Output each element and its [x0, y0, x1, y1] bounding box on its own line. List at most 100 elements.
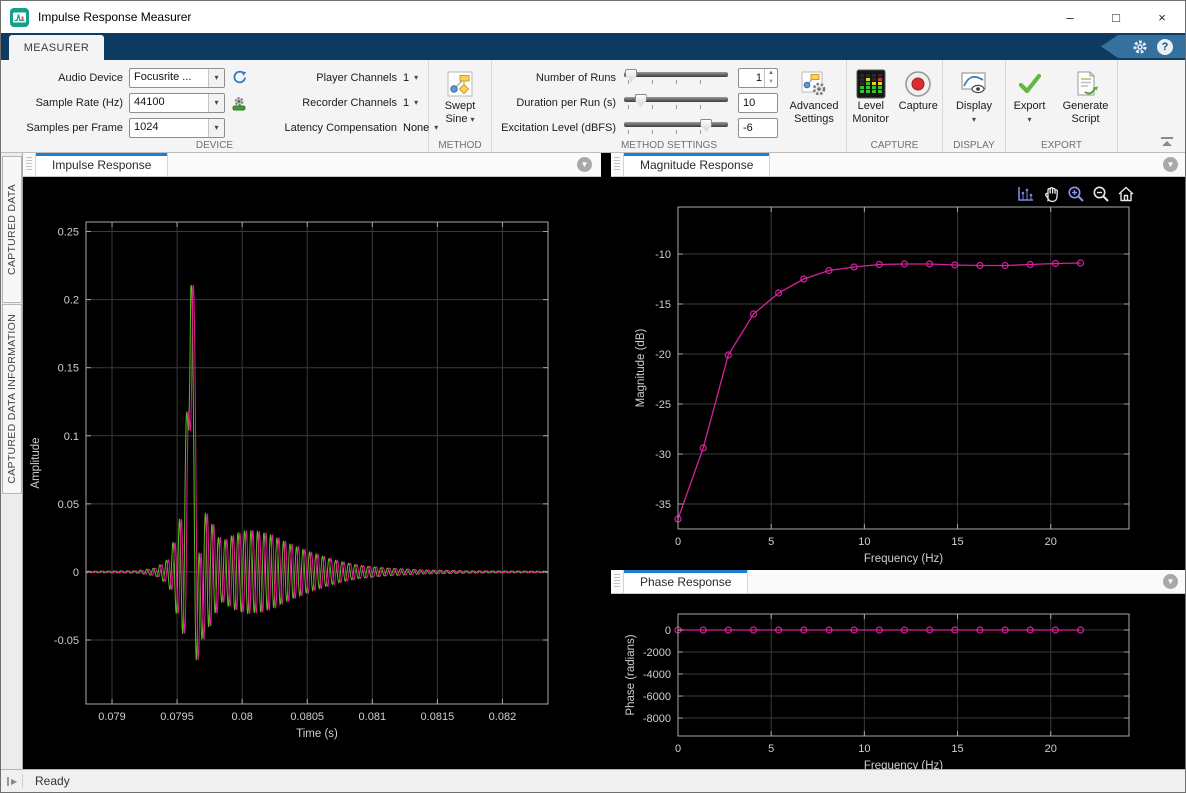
panel-collapse-icon[interactable]: ▼ — [1163, 157, 1178, 172]
panel-collapse-icon[interactable]: ▼ — [1163, 574, 1178, 589]
device-settings-gear-icon[interactable] — [227, 94, 251, 112]
advanced-settings-button[interactable]: Advanced Settings — [782, 65, 846, 152]
chevron-down-icon: ▾ — [434, 123, 439, 132]
ribbon-tab-bar: MEASURER ? — [1, 33, 1185, 60]
svg-text:20: 20 — [1045, 743, 1057, 755]
sample-rate-dropdown[interactable]: 44100 ▾ — [129, 92, 225, 113]
script-document-icon — [1072, 68, 1100, 100]
generate-script-button[interactable]: Generate Script — [1056, 65, 1116, 152]
svg-text:0.25: 0.25 — [58, 227, 79, 239]
spinner-up-icon[interactable]: ▲ — [768, 70, 774, 76]
excitation-level-field[interactable]: -6 — [738, 117, 778, 138]
svg-text:0.079: 0.079 — [98, 711, 126, 723]
number-of-runs-spinner[interactable]: 1 ▲ ▼ — [738, 67, 778, 88]
section-device: Audio Device Focusrite ... ▾ Player Chan… — [1, 60, 438, 152]
number-of-runs-label: Number of Runs — [535, 71, 616, 84]
sample-rate-label: Sample Rate (Hz) — [35, 96, 123, 109]
svg-text:-4000: -4000 — [643, 669, 671, 681]
duration-per-run-label: Duration per Run (s) — [516, 96, 616, 109]
main-area: CAPTURED DATA CAPTURED DATA INFORMATION … — [1, 153, 1186, 772]
section-method: Swept Sine ▾ METHOD — [429, 60, 492, 152]
number-of-runs-slider[interactable] — [624, 68, 728, 87]
tab-measurer[interactable]: MEASURER — [9, 35, 104, 60]
refresh-devices-icon[interactable] — [227, 69, 251, 86]
impulse-response-panel: Impulse Response ▼ 0.079 0.0795 0.08 0.0805… — [23, 153, 601, 771]
capture-button[interactable]: Capture — [895, 65, 943, 152]
section-export: Export ▾ Generate Script EXPORT — [1006, 60, 1118, 152]
display-button[interactable]: Display ▾ — [948, 65, 1000, 152]
svg-text:-35: -35 — [655, 499, 671, 511]
magnitude-panel-header: Magnitude Response ▼ — [611, 153, 1185, 177]
svg-text:10: 10 — [858, 536, 870, 548]
tab-phase-response[interactable]: Phase Response — [623, 570, 749, 593]
settings-gear-icon[interactable] — [1131, 38, 1149, 56]
svg-text:0: 0 — [665, 625, 671, 637]
tab-magnitude-response[interactable]: Magnitude Response — [623, 153, 771, 176]
panel-collapse-icon[interactable]: ▼ — [577, 157, 592, 172]
drag-handle-icon[interactable] — [25, 157, 33, 172]
impulse-response-chart[interactable]: 0.079 0.0795 0.08 0.0805 0.081 0.0815 0.082 -0.… — [23, 177, 601, 771]
svg-text:0.2: 0.2 — [64, 295, 79, 307]
ribbon-collapse-icon[interactable] — [1161, 137, 1173, 147]
phase-response-plot-area: 0 5 10 15 20 -8000 -6000 -4000 -2000 0 Frequency (… — [611, 594, 1186, 772]
sidebar-tab-captured-data[interactable]: CAPTURED DATA — [2, 156, 22, 303]
tab-impulse-response[interactable]: Impulse Response — [35, 153, 169, 176]
svg-text:-20: -20 — [655, 349, 671, 361]
svg-text:-8000: -8000 — [643, 713, 671, 725]
drag-handle-icon[interactable] — [613, 157, 621, 172]
impulse-panel-header: Impulse Response ▼ — [23, 153, 601, 177]
close-button[interactable]: × — [1158, 9, 1166, 25]
section-label-capture: CAPTURE — [870, 140, 919, 151]
svg-text:Amplitude: Amplitude — [30, 437, 42, 488]
svg-text:5: 5 — [768, 743, 774, 755]
level-monitor-button[interactable]: Level Monitor — [847, 65, 895, 152]
latency-compensation-dropdown[interactable]: None ▾ — [403, 121, 439, 134]
maximize-button[interactable]: □ — [1112, 9, 1120, 25]
chevron-down-icon: ▾ — [1027, 115, 1032, 124]
samples-per-frame-label: Samples per Frame — [26, 121, 123, 134]
player-channels-dropdown[interactable]: 1 ▾ — [403, 71, 419, 84]
samples-per-frame-dropdown[interactable]: 1024 ▾ — [129, 117, 225, 138]
audio-device-label: Audio Device — [58, 71, 123, 84]
pan-hand-icon[interactable] — [1042, 185, 1060, 203]
level-monitor-icon — [856, 68, 886, 100]
status-expand-icon[interactable]: ▶ — [7, 774, 23, 788]
status-text: Ready — [35, 774, 70, 788]
svg-text:Magnitude (dB): Magnitude (dB) — [635, 329, 647, 408]
help-icon[interactable]: ? — [1157, 38, 1173, 55]
zoom-out-icon[interactable] — [1092, 185, 1110, 203]
chevron-down-icon: ▾ — [208, 118, 224, 137]
phase-panel-header: Phase Response ▼ — [611, 570, 1185, 594]
home-restore-view-icon[interactable] — [1117, 185, 1135, 203]
minimize-button[interactable]: – — [1066, 9, 1074, 25]
duration-per-run-slider[interactable] — [624, 93, 728, 112]
stem-plot-tool-icon[interactable] — [1017, 185, 1035, 203]
zoom-in-icon[interactable] — [1067, 185, 1085, 203]
svg-text:0.0795: 0.0795 — [160, 711, 194, 723]
recorder-channels-dropdown[interactable]: 1 ▾ — [403, 96, 419, 109]
swept-sine-icon — [447, 68, 473, 100]
quick-access-toolbar: ? — [1101, 35, 1185, 58]
svg-text:15: 15 — [951, 743, 963, 755]
axes-toolbar — [1017, 185, 1135, 203]
impulse-response-plot-area: 0.079 0.0795 0.08 0.0805 0.081 0.0815 0.082 -0.… — [23, 177, 601, 771]
excitation-level-slider[interactable] — [624, 118, 728, 137]
spinner-down-icon[interactable]: ▼ — [768, 79, 774, 85]
magnitude-response-chart[interactable]: 0 5 10 15 20 -35 -30 -25 -20 -15 -10 Frequency (Hz)… — [611, 177, 1186, 570]
swept-sine-button[interactable]: Swept Sine ▾ — [434, 65, 486, 126]
section-label-export: EXPORT — [1041, 140, 1082, 151]
player-channels-label: Player Channels — [316, 71, 397, 84]
svg-text:0: 0 — [675, 536, 681, 548]
export-button[interactable]: Export ▾ — [1008, 65, 1052, 152]
drag-handle-icon[interactable] — [613, 574, 621, 589]
svg-text:5: 5 — [768, 536, 774, 548]
svg-text:10: 10 — [858, 743, 870, 755]
title-bar: Impulse Response Measurer – □ × — [1, 1, 1185, 33]
audio-device-dropdown[interactable]: Focusrite ... ▾ — [129, 67, 225, 88]
duration-per-run-field[interactable]: 10 — [738, 92, 778, 113]
record-icon — [903, 68, 933, 100]
sidebar-tab-captured-data-information[interactable]: CAPTURED DATA INFORMATION — [2, 304, 22, 494]
svg-text:-25: -25 — [655, 399, 671, 411]
